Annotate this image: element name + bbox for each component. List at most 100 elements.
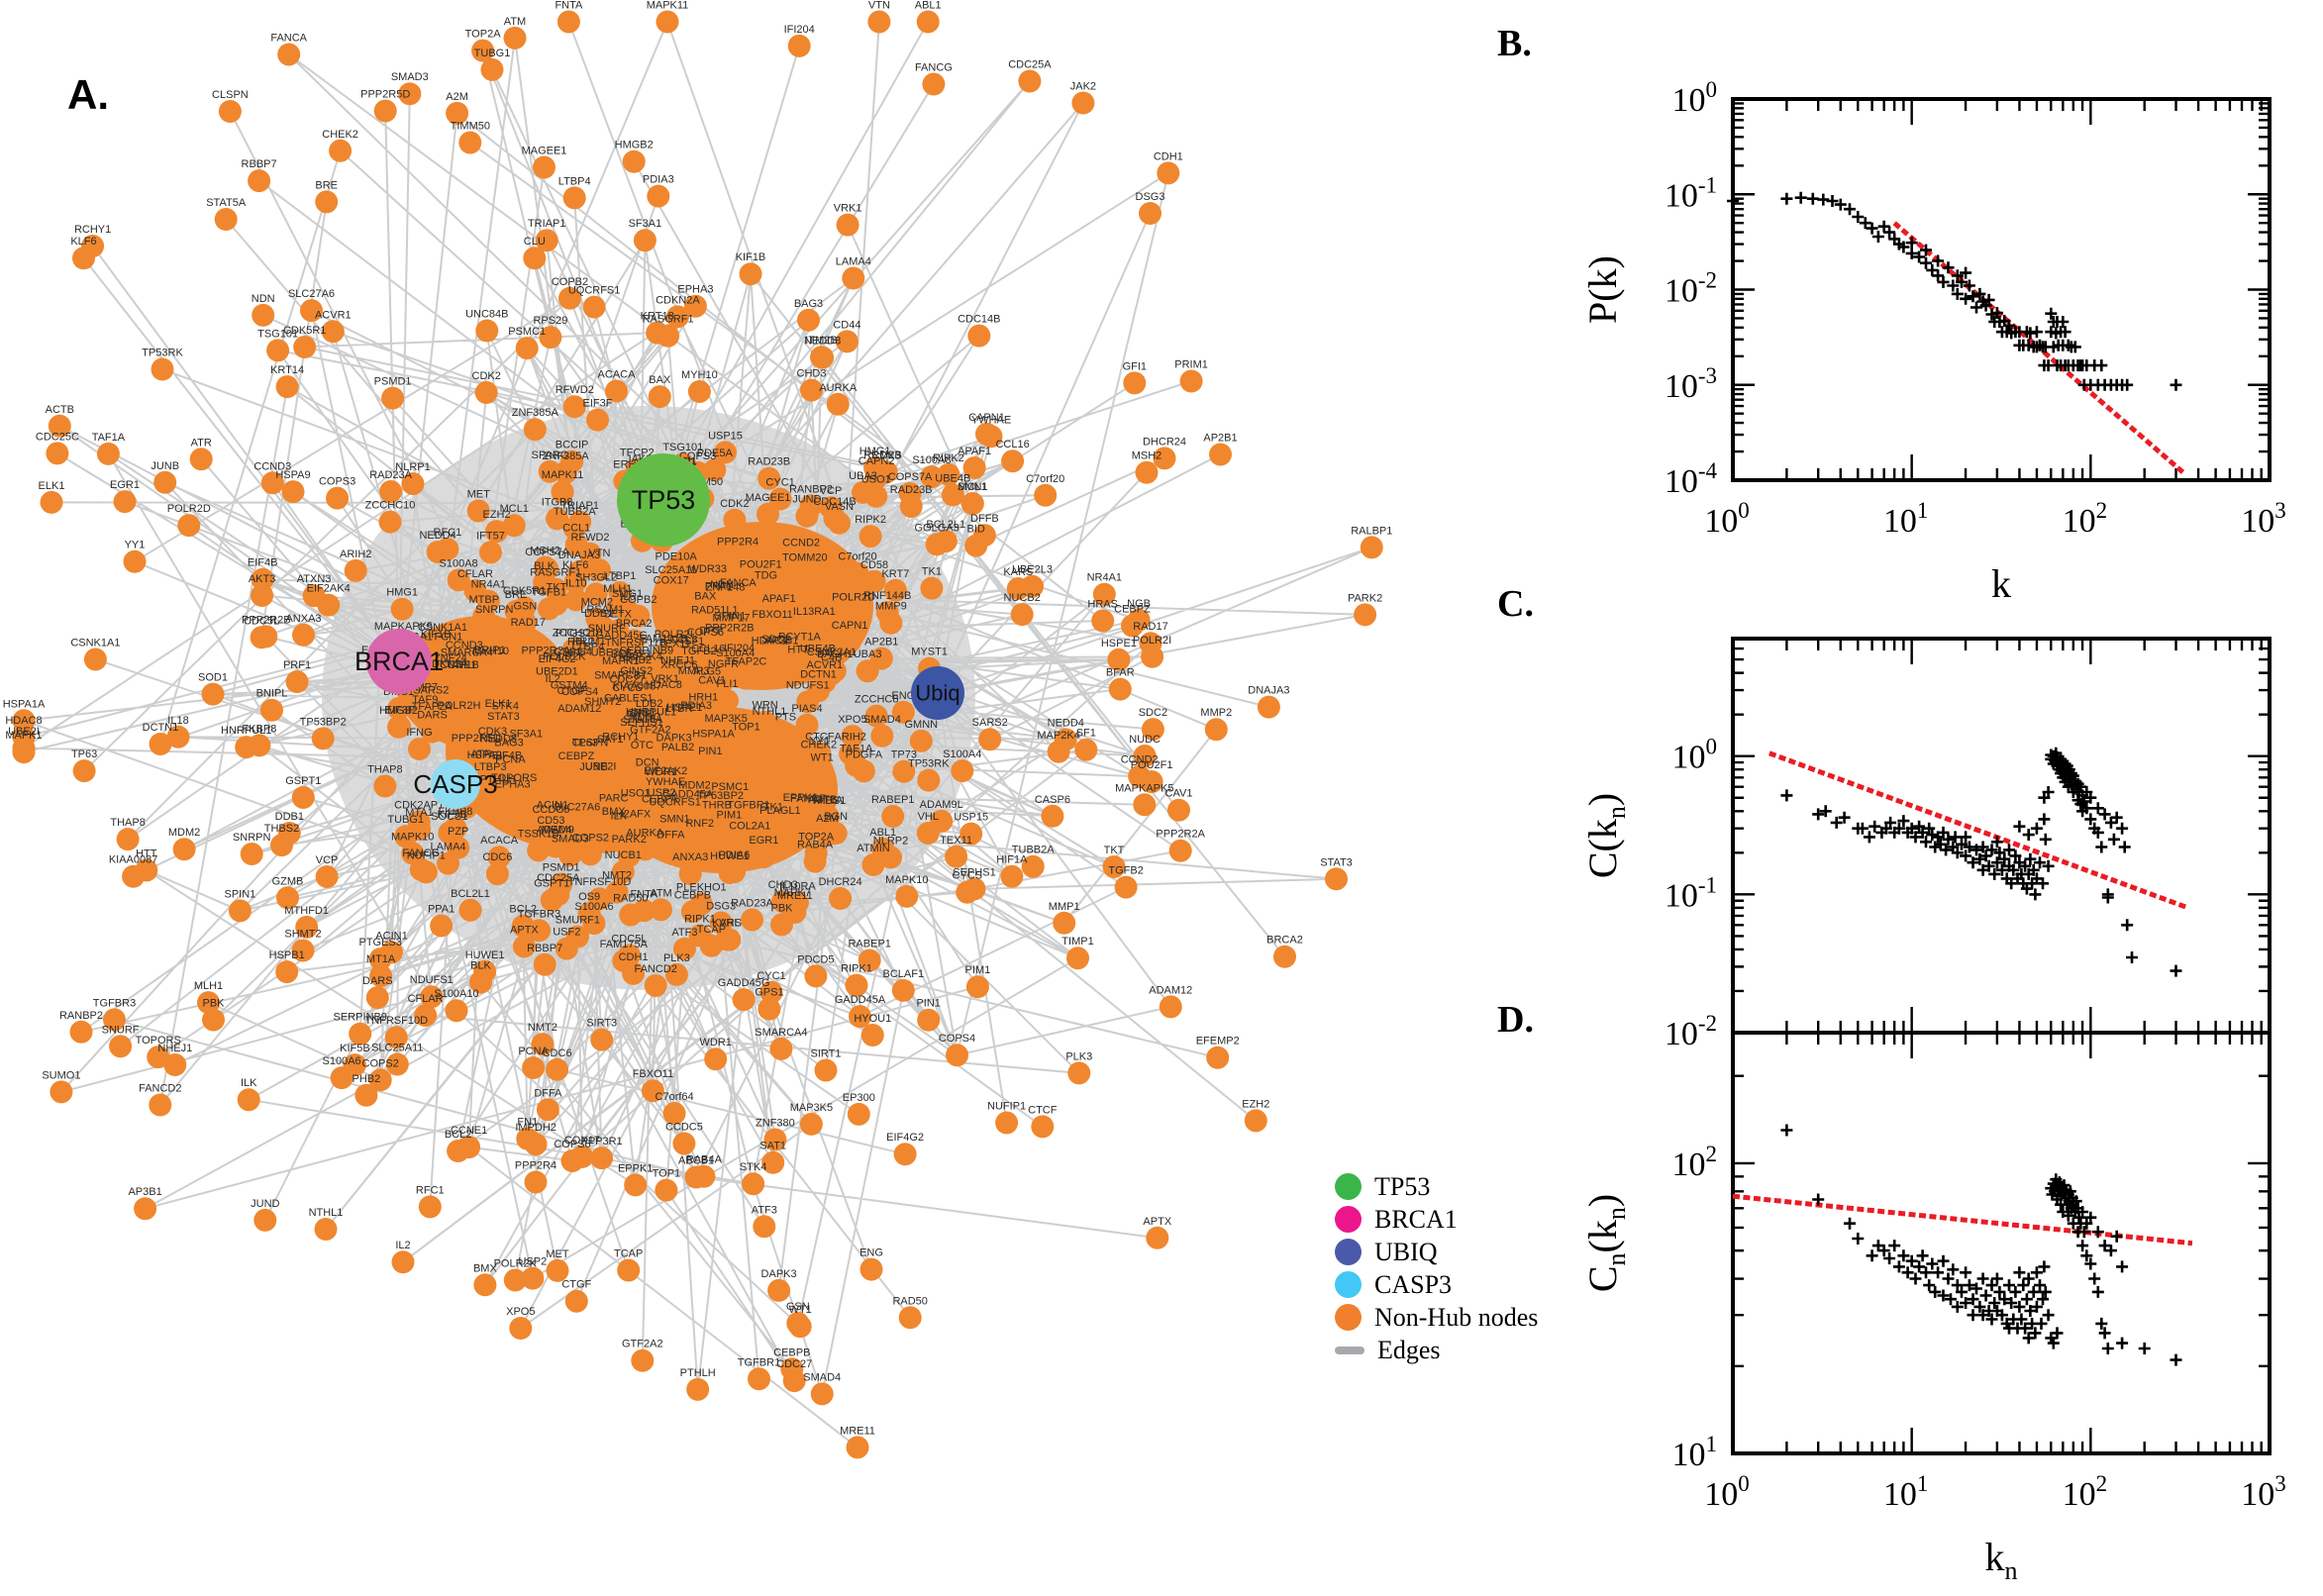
gene-node — [385, 1052, 409, 1076]
gene-node-label: COX17 — [654, 575, 689, 587]
gene-node-label: FANCD2 — [634, 963, 676, 975]
gene-node-label: MAP3K5 — [704, 713, 747, 725]
gene-node-label: CTCF — [805, 731, 835, 743]
gene-node-label: RCHY1 — [602, 732, 639, 744]
gene-node-label: WT1 — [810, 752, 833, 764]
gene-node — [277, 822, 301, 845]
gene-node-label: STAT5A — [623, 714, 663, 726]
gene-node — [390, 597, 414, 621]
gene-node — [293, 336, 317, 358]
gene-node — [438, 821, 461, 845]
gene-node-label: TUBB2A — [554, 506, 596, 518]
gene-node — [252, 303, 275, 327]
gene-node — [497, 748, 521, 771]
legend-item-nonhub: Non-Hub nodes — [1335, 1301, 1538, 1334]
gene-node — [714, 724, 738, 748]
gene-node — [103, 1008, 126, 1032]
gene-node-label: COPS7A — [525, 547, 569, 558]
gene-node — [116, 828, 140, 851]
gene-node — [523, 418, 547, 442]
gene-node-label: EGR1 — [749, 835, 778, 847]
gene-node — [616, 602, 640, 626]
gene-node — [539, 326, 562, 349]
legend-item-edges: Edges — [1335, 1334, 1538, 1366]
gene-node — [480, 57, 504, 81]
gene-node — [934, 530, 958, 552]
gene-node-label: ILK — [611, 810, 628, 822]
gene-node — [795, 504, 819, 528]
gene-node-label: SARS2 — [413, 685, 449, 697]
gene-node-label: RASGRF1 — [530, 567, 581, 579]
svg-text:10-2: 10-2 — [1665, 268, 1717, 310]
gene-node-label: NDUFS1 — [786, 679, 830, 691]
gene-node-label: STK4 — [491, 700, 519, 712]
gene-node — [1167, 798, 1190, 822]
gene-node-label: PBK — [770, 902, 793, 914]
gene-node — [662, 1102, 686, 1125]
gene-node — [1139, 202, 1162, 225]
gene-node — [555, 937, 578, 960]
gene-node-label: KIF5B — [438, 809, 468, 821]
gene-node — [567, 713, 591, 737]
gene-node — [524, 1170, 548, 1194]
gene-node-label: TOPORS — [491, 772, 537, 784]
gene-node — [800, 378, 823, 402]
gene-node — [732, 988, 756, 1012]
gene-node — [702, 739, 725, 762]
gene-node — [1010, 603, 1034, 627]
gene-node-label: C7orf20 — [838, 551, 876, 563]
gene-node — [315, 190, 339, 214]
gene-node-label: PPP2R4 — [717, 537, 758, 549]
gene-node-label: XPO5 — [838, 714, 866, 726]
gene-node — [814, 1058, 838, 1082]
gene-node — [699, 934, 723, 957]
gene-node — [40, 490, 63, 514]
gene-node-label: COPB2 — [620, 594, 656, 606]
gene-node — [723, 860, 746, 884]
gene-node-label: CCDC5 — [532, 804, 569, 816]
gene-node-label: FKBP8 — [439, 806, 473, 818]
gene-node — [248, 169, 271, 193]
gene-node — [83, 648, 107, 671]
gene-node — [534, 555, 556, 579]
gene-node — [391, 1250, 415, 1274]
gene-node-label: BRCA2 — [616, 618, 653, 630]
gene-node — [538, 459, 561, 483]
gene-node — [656, 324, 680, 348]
gene-node — [686, 1377, 710, 1401]
gene-node — [654, 775, 677, 799]
gene-node — [799, 1112, 823, 1136]
gene-node — [658, 840, 682, 863]
gene-node-label: TP63 — [572, 738, 598, 749]
gene-node — [804, 964, 828, 988]
gene-node — [523, 247, 547, 270]
gene-node — [739, 262, 762, 286]
gene-node — [503, 26, 527, 50]
node-labels-layer: MDM2 CDK2 PCNA CCNE1 CCND3 DDB1 NEDD8 KARS HMG1 U… — [3, 0, 1393, 1437]
power-law-fit-line — [1732, 1193, 2193, 1247]
gene-node — [447, 710, 470, 734]
gene-node — [569, 647, 593, 670]
gene-node — [295, 915, 319, 939]
gene-node-label: HSPA9 — [467, 749, 502, 761]
gene-node — [535, 229, 558, 252]
gene-node — [436, 538, 459, 561]
gene-node — [1074, 738, 1098, 761]
gene-node — [248, 734, 271, 757]
gene-node — [709, 911, 733, 935]
gene-node — [787, 34, 811, 57]
gene-node — [311, 727, 335, 750]
gene-node-label: CDK3 — [478, 726, 507, 738]
gene-node — [797, 308, 820, 332]
gene-node-label: NEDD4 — [419, 530, 455, 542]
gene-node-label: FBXO11 — [752, 609, 792, 621]
gene-node — [895, 884, 919, 908]
gene-node-label: ACACA — [480, 835, 519, 847]
gene-node — [769, 1037, 793, 1060]
gene-node — [648, 804, 671, 828]
gene-node — [349, 1022, 372, 1046]
gene-node — [1066, 947, 1089, 970]
gene-node — [384, 1026, 408, 1049]
gene-node — [807, 749, 831, 773]
